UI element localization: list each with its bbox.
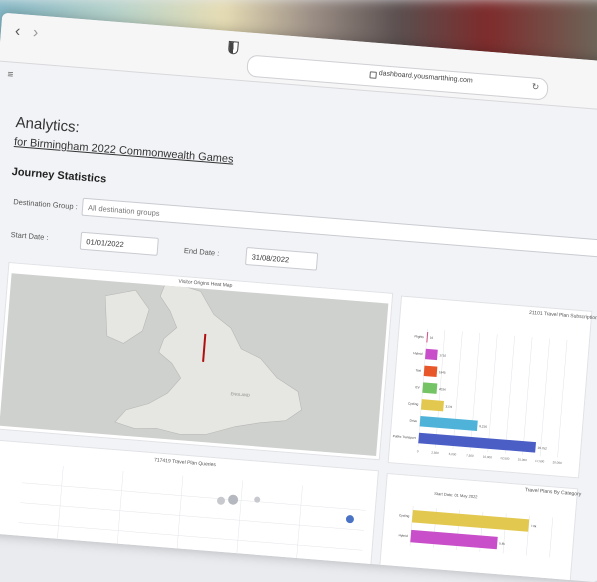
uk-land-shape	[104, 280, 302, 435]
x-tick-label: 0	[417, 449, 419, 453]
queries-point	[217, 496, 226, 505]
subscriptions-bar-chart: 0 2,500 5,000 7,500 10,000 12,500 15,000 17,500…	[393, 328, 568, 465]
reload-icon[interactable]: ↻	[531, 81, 540, 92]
value-label: 3176	[445, 405, 452, 410]
value-label: 8,216	[479, 424, 487, 429]
bar	[426, 331, 429, 343]
value-label: 5.8k	[499, 541, 505, 545]
x-tick-label: 10,000	[483, 455, 493, 460]
shield-icon[interactable]	[227, 40, 239, 55]
queries-point	[345, 515, 354, 524]
forward-arrow-icon[interactable]: ›	[32, 24, 39, 42]
heat-map-panel: Visitor Origins Heat Map ENGLAND	[0, 261, 394, 461]
category-label: EV	[415, 385, 420, 389]
x-tick-label: 20,000	[552, 460, 562, 465]
grid-line	[504, 335, 515, 454]
x-tick-label: 7,500	[466, 453, 474, 458]
queries-point	[228, 494, 239, 505]
start-date-input[interactable]: 01/01/2022	[79, 231, 159, 256]
destination-group-label: Destination Group :	[12, 197, 79, 212]
category-label: Flights	[414, 334, 424, 339]
section-heading: Journey Statistics	[11, 165, 107, 186]
page-subtitle[interactable]: for Birmingham 2022 Commonwealth Games	[13, 136, 234, 166]
heat-map[interactable]: ENGLAND	[0, 273, 389, 457]
end-date-label: End Date :	[183, 245, 220, 258]
grid-line	[522, 337, 533, 455]
value-label: 1710	[439, 353, 446, 358]
grid-line	[435, 330, 446, 448]
x-tick-label: 17,500	[535, 459, 545, 464]
grid-line	[487, 334, 498, 453]
browser-window: ‹ › dashboard.yousmartthing.com ↻ ≡ Anal…	[0, 12, 597, 582]
subscriptions-chart-panel: 21101 Travel Plan Subscriptions 0 2,500 5,…	[387, 295, 597, 479]
grid-line	[549, 517, 553, 558]
back-arrow-icon[interactable]: ‹	[14, 22, 21, 41]
url-text: dashboard.yousmartthing.com	[378, 70, 473, 85]
category-bar-chart: Cycling 7.8k Hybrid 5.8k	[398, 506, 553, 558]
bar	[419, 415, 478, 432]
queries-gridlines	[18, 465, 366, 566]
grid-line	[539, 338, 550, 457]
bar	[411, 509, 530, 532]
bar	[422, 382, 438, 394]
grid-line	[452, 331, 463, 450]
queries-chart	[18, 465, 366, 566]
category-label: Public Transport	[393, 434, 416, 440]
category-label: Cycling	[408, 402, 419, 407]
category-chart-panel: Travel Plans By Category Start Date: 01 …	[376, 472, 581, 582]
value-label: 16,752	[537, 446, 547, 451]
bar	[420, 399, 444, 412]
page-content: ≡ Analytics: for Birmingham 2022 Commonw…	[0, 61, 597, 582]
hamburger-menu-icon[interactable]: ≡	[7, 69, 14, 81]
category-label: Cycling	[399, 513, 410, 518]
destination-group-value: All destination groups	[87, 203, 160, 218]
x-tick-label: 5,000	[449, 452, 457, 457]
bar	[410, 529, 498, 550]
category-label: Hybrid	[398, 533, 408, 538]
bar	[418, 432, 536, 453]
lock-icon	[369, 71, 377, 79]
value-label: 1845	[439, 370, 446, 375]
bar	[423, 365, 438, 378]
start-date-label: Start Date :	[10, 230, 49, 243]
bar	[425, 348, 438, 361]
queries-chart-title: 717419 Travel Plan Queries	[153, 457, 217, 469]
x-tick-label: 2,500	[431, 450, 439, 455]
x-tick-label: 12,500	[500, 456, 510, 461]
category-label: Taxi	[415, 368, 421, 372]
category-label: Hybrid	[413, 351, 423, 356]
x-tick-label: 15,000	[518, 457, 528, 462]
value-label: 16	[430, 336, 434, 340]
destination-group-select[interactable]: All destination groups	[81, 197, 597, 258]
category-chart-title: Travel Plans By Category	[524, 487, 582, 498]
page-title: Analytics:	[15, 114, 81, 137]
queries-chart-panel: 717419 Travel Plan Queries	[0, 439, 379, 582]
value-label: 7.8k	[531, 524, 537, 528]
end-date-input[interactable]: 31/08/2022	[245, 246, 319, 271]
value-label: 2034	[439, 387, 446, 392]
grid-line	[557, 339, 568, 458]
grid-line	[470, 332, 481, 451]
category-label: Drive	[409, 419, 417, 424]
